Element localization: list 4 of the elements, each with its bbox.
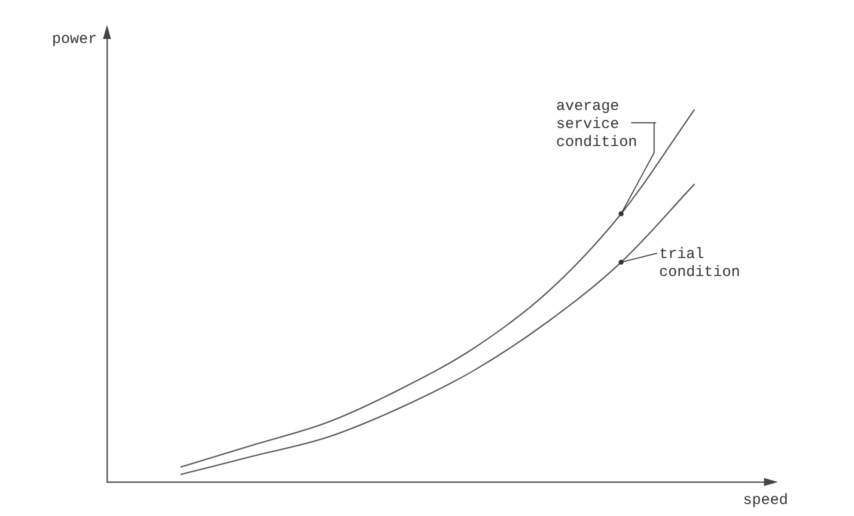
y-axis-title: power	[52, 31, 97, 48]
series-label: average service condition	[556, 98, 638, 151]
x-axis-title: speed	[742, 492, 788, 509]
legend-label: trial condition	[659, 246, 740, 282]
